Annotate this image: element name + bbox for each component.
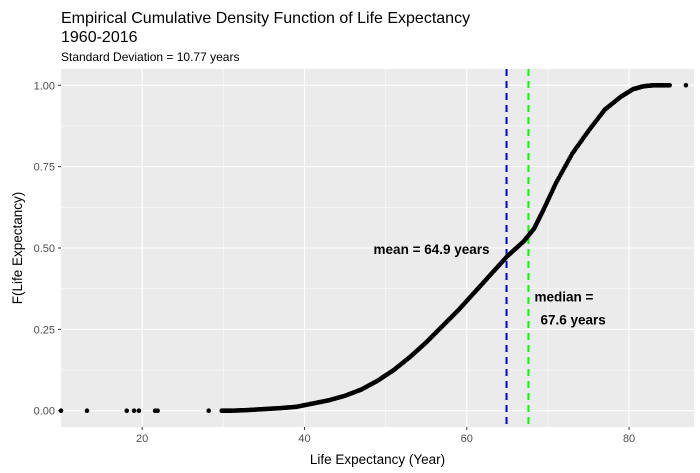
- median-annotation-line2: 67.6 years: [540, 312, 605, 327]
- data-point: [683, 82, 689, 88]
- data-points: [58, 82, 689, 414]
- data-point: [155, 408, 160, 414]
- chart-title-line2: 1960-2016: [61, 29, 138, 46]
- mean-annotation: mean = 64.9 years: [374, 242, 490, 257]
- axis-ticks: 20 40 60 80 0.00 0.25 0.50 0.75 1.00: [34, 80, 636, 445]
- data-point: [124, 408, 130, 414]
- data-point: [58, 408, 64, 414]
- x-tick-label: 80: [623, 433, 635, 445]
- data-point: [667, 82, 672, 88]
- data-point: [206, 408, 211, 414]
- x-tick-label: 20: [136, 433, 148, 445]
- chart-subtitle: Standard Deviation = 10.77 years: [61, 50, 239, 64]
- x-axis-title: Life Expectancy (Year): [310, 452, 445, 467]
- chart-title-line1: Empirical Cumulative Density Function of…: [61, 10, 470, 27]
- y-tick-label: 1.00: [34, 80, 55, 92]
- data-point: [136, 408, 142, 414]
- data-point: [131, 408, 137, 414]
- y-axis-title: F(Life Expectancy): [10, 192, 25, 305]
- y-tick-label: 0.00: [34, 406, 55, 418]
- median-annotation-line1: median =: [534, 290, 593, 305]
- y-tick-label: 0.75: [34, 162, 55, 174]
- x-tick-label: 60: [461, 433, 473, 445]
- y-tick-label: 0.50: [34, 243, 55, 255]
- data-point: [84, 408, 90, 414]
- y-tick-label: 0.25: [34, 324, 55, 336]
- x-tick-label: 40: [298, 433, 310, 445]
- grid-lines: [61, 69, 694, 427]
